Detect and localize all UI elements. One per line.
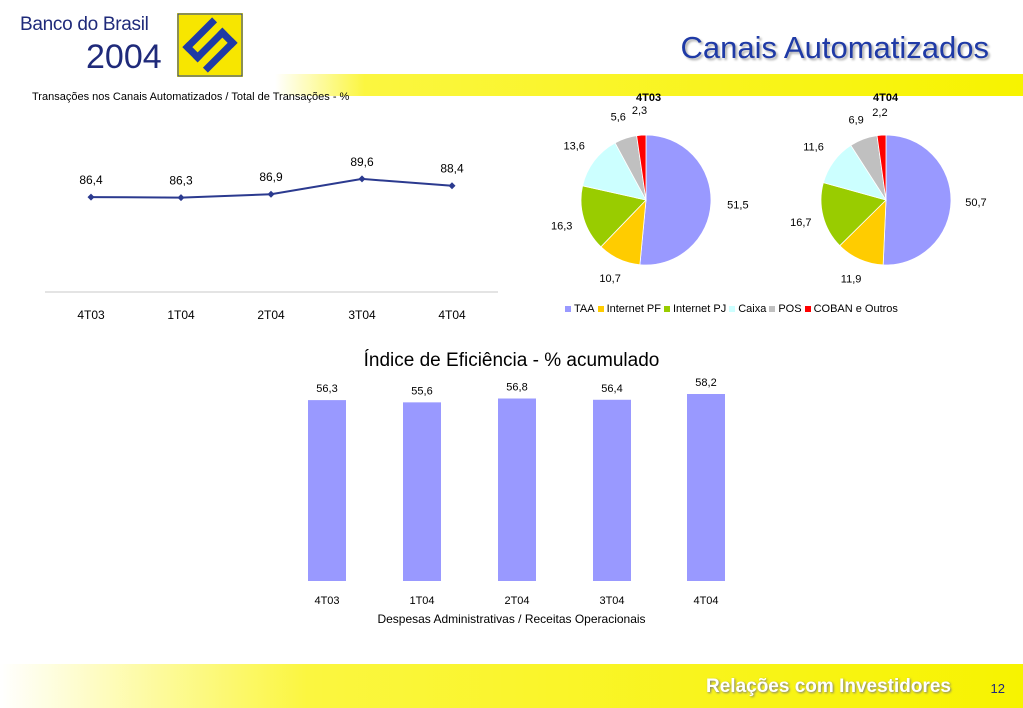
line-tick-label: 2T04 (257, 308, 285, 322)
line-data-label: 88,4 (440, 162, 464, 176)
pie-data-label: 10,7 (599, 273, 620, 285)
bar-tick-label: 4T04 (693, 595, 718, 607)
pie-data-label: 50,7 (965, 197, 986, 209)
pie-data-label: 2,3 (632, 105, 647, 117)
line-data-label: 86,4 (79, 173, 103, 187)
bar-data-label: 56,4 (601, 383, 622, 395)
bar (687, 394, 725, 581)
pie-data-label: 11,9 (841, 274, 862, 286)
bar-data-label: 56,3 (316, 383, 337, 395)
legend-item: TAA (565, 303, 595, 315)
bar (593, 399, 631, 581)
legend-item: Caixa (729, 303, 766, 315)
pie-data-label: 51,5 (727, 199, 748, 211)
legend-item: Internet PJ (664, 303, 726, 315)
pie-slice (582, 142, 647, 201)
legend-label: COBAN e Outros (813, 303, 898, 315)
footer-band (0, 664, 1023, 708)
bar (403, 402, 441, 581)
bar-data-label: 55,6 (411, 385, 432, 397)
line-point (267, 190, 275, 198)
line-data-label: 86,9 (259, 170, 283, 184)
legend-item: POS (769, 303, 802, 315)
bar-tick-label: 1T04 (409, 595, 434, 607)
pie-data-label: 11,6 (803, 142, 824, 154)
brand-name: Banco do Brasil (20, 14, 149, 35)
bar (498, 398, 536, 581)
pie-data-label: 13,6 (563, 141, 584, 153)
legend-swatch (664, 306, 670, 312)
line-tick-label: 4T03 (77, 308, 105, 322)
legend-swatch (597, 306, 604, 312)
pie-data-label: 6,9 (848, 114, 863, 126)
pie-slice (580, 185, 647, 248)
pie-data-label: 2,2 (872, 107, 887, 119)
line-data-label: 86,3 (169, 174, 193, 188)
bar-tick-label: 2T04 (504, 595, 529, 607)
page-title: Canais Automatizados (680, 30, 989, 65)
bar-data-label: 56,8 (506, 381, 527, 393)
pie-data-label: 16,7 (790, 217, 811, 229)
pie-title-4t04: 4T04 (873, 92, 899, 104)
bar-chart-xlabel: Despesas Administrativas / Receitas Oper… (377, 612, 646, 626)
legend-label: Caixa (738, 303, 767, 315)
line-point (177, 194, 185, 202)
pie-chart-4t04: 50,7 11,9 16,7 11,6 6,9 2,2 (790, 107, 987, 286)
pie-data-label: 16,3 (551, 220, 572, 232)
line-point (87, 193, 95, 201)
line-chart: 86,4 4T03 86,3 1T04 86,9 2T04 89,6 3T04 88,4 4T04 (45, 155, 498, 322)
bar-tick-label: 4T03 (314, 595, 339, 607)
line-data-label: 89,6 (350, 155, 374, 169)
header-band (275, 74, 1023, 96)
line-point (358, 175, 366, 183)
bar-chart: 56,3 4T03 55,6 1T04 56,8 2T04 56,4 3T04 58,2 4T04 (308, 377, 725, 607)
legend-item: Internet PF (597, 303, 661, 315)
page-number: 12 (990, 681, 1005, 696)
legend-label: POS (778, 303, 802, 315)
bank-logo-icon (177, 13, 243, 77)
legend-label: TAA (574, 303, 595, 315)
pie-slice (639, 134, 712, 266)
pie-slice (820, 182, 887, 247)
legend-swatch (769, 306, 776, 312)
pie-legend: TAA Internet PF Internet PJ Caixa POS COBAN e… (565, 303, 901, 315)
legend-swatch (565, 306, 571, 312)
bar-chart-title: Índice de Eficiência - % acumulado (363, 350, 660, 371)
legend-item: COBAN e Outros (804, 303, 898, 315)
line-point (448, 182, 456, 190)
line-tick-label: 4T04 (438, 308, 466, 322)
pie-title-4t03: 4T03 (636, 92, 662, 104)
pie-slice (636, 134, 647, 201)
brand-year: 2004 (86, 38, 162, 76)
line-tick-label: 1T04 (167, 308, 195, 322)
line-chart-title: Transações nos Canais Automatizados / To… (32, 91, 350, 103)
pie-data-label: 5,6 (611, 111, 626, 123)
legend-label: Internet PF (606, 303, 661, 315)
pie-slice (882, 134, 952, 266)
bar-tick-label: 3T04 (599, 595, 624, 607)
legend-swatch (729, 306, 736, 312)
pie-chart-4t03: 51,5 10,7 16,3 13,6 5,6 2,3 (551, 105, 749, 285)
legend-label: Internet PJ (673, 303, 727, 315)
line-tick-label: 3T04 (348, 308, 376, 322)
bar-data-label: 58,2 (695, 377, 716, 389)
legend-swatch (804, 306, 811, 312)
bar (308, 400, 346, 581)
pie-slice (876, 134, 887, 201)
footer-text: Relações com Investidores (706, 676, 951, 697)
